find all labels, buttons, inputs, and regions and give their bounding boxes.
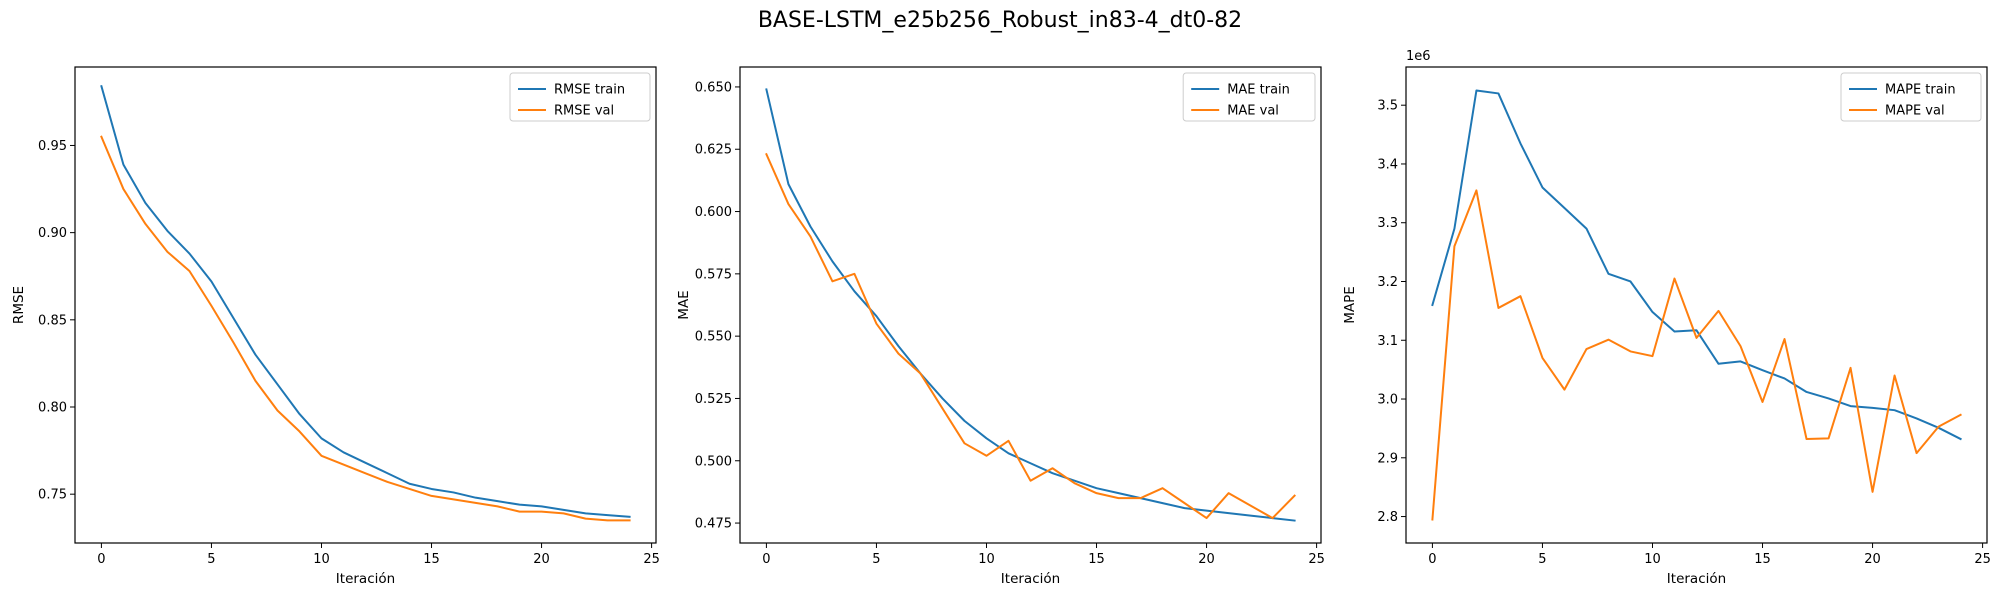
y-tick-label: 0.80: [38, 401, 67, 416]
x-tick-label: 10: [313, 552, 330, 567]
x-tick-label: 25: [1974, 552, 1991, 567]
x-tick-label: 10: [1644, 552, 1661, 567]
series-line-rmse-train: [100, 84, 631, 518]
subplot-rmse: 0 5 10 15 20 25 0.75 0.80 0.85 0.90 0.95 Iteración R…: [11, 66, 660, 587]
x-tick-label: 0: [762, 552, 770, 567]
x-tick-label: 0: [1428, 552, 1436, 567]
series-line-mae-train: [765, 88, 1296, 522]
series-line-rmse-val: [100, 135, 631, 522]
axes-frame: [739, 66, 1322, 544]
y-axis-label: RMSE: [11, 286, 27, 324]
x-tick-label: 10: [978, 552, 995, 567]
x-tick-label: 15: [1088, 552, 1105, 567]
x-tick-label: 20: [1864, 552, 1881, 567]
y-tick-label: 0.95: [38, 139, 67, 154]
y-tick-label: 0.475: [695, 517, 732, 532]
y-tick-label: 0.550: [695, 330, 732, 345]
x-axis-label: Iteración: [336, 571, 395, 587]
axes-frame: [1405, 66, 1988, 544]
x-axis-label: Iteración: [1667, 571, 1726, 587]
legend-entry: RMSE val: [554, 104, 614, 119]
y-tick-label: 3.2: [1377, 275, 1398, 290]
legend-entry: MAPE train: [1885, 83, 1956, 98]
y-tick-label: 3.1: [1377, 334, 1398, 349]
legend: RMSE train RMSE val: [509, 72, 651, 122]
legend-entry: MAE train: [1227, 83, 1290, 98]
x-tick-label: 15: [423, 552, 440, 567]
x-tick-label: 15: [1754, 552, 1771, 567]
series-line-mape-val: [1431, 189, 1962, 521]
y-offset-label: 1e6: [1406, 49, 1431, 64]
y-tick-label: 0.650: [695, 80, 732, 95]
figure-title: BASE-LSTM_e25b256_Robust_in83-4_dt0-82: [757, 8, 1243, 33]
y-tick-label: 0.75: [38, 488, 67, 503]
subplot-mae: 0 5 10 15 20 25 0.475 0.500 0.525 0.550 0.575 0.600…: [676, 66, 1325, 587]
x-axis-label: Iteración: [1001, 571, 1060, 587]
y-tick-label: 0.90: [38, 226, 67, 241]
legend-entry: RMSE train: [554, 83, 625, 98]
y-tick-label: 0.625: [695, 143, 732, 158]
x-tick-label: 5: [872, 552, 880, 567]
series-line-mae-val: [765, 152, 1297, 520]
legend: MAE train MAE val: [1182, 72, 1316, 122]
y-tick-label: 0.525: [695, 392, 732, 407]
y-axis-label: MAPE: [1342, 286, 1358, 324]
y-tick-label: 3.3: [1377, 216, 1398, 231]
y-tick-label: 2.9: [1377, 451, 1398, 466]
y-tick-label: 3.5: [1377, 99, 1398, 114]
x-tick-label: 25: [643, 552, 660, 567]
legend-entry: MAPE val: [1885, 104, 1945, 119]
y-tick-label: 0.85: [38, 313, 67, 328]
x-tick-label: 20: [533, 552, 550, 567]
subplot-mape: 0 5 10 15 20 25 2.8 2.9 3.0 3.1 3.2 3.3 3.4 3.5 Iterac…: [1342, 49, 1991, 587]
y-tick-label: 3.4: [1377, 157, 1398, 172]
x-tick-label: 5: [1538, 552, 1546, 567]
y-axis-label: MAE: [676, 290, 692, 319]
y-tick-label: 3.0: [1377, 393, 1398, 408]
y-tick-label: 2.8: [1377, 510, 1398, 525]
x-tick-label: 20: [1198, 552, 1215, 567]
axes-frame: [74, 66, 657, 544]
x-tick-label: 5: [207, 552, 215, 567]
y-tick-label: 0.575: [695, 267, 732, 282]
series-line-mape-train: [1431, 89, 1962, 441]
legend-entry: MAE val: [1227, 104, 1279, 119]
legend: MAPE train MAPE val: [1840, 72, 1982, 122]
x-tick-label: 25: [1308, 552, 1325, 567]
y-tick-label: 0.500: [695, 454, 732, 469]
y-tick-label: 0.600: [695, 205, 732, 220]
x-tick-label: 0: [97, 552, 105, 567]
